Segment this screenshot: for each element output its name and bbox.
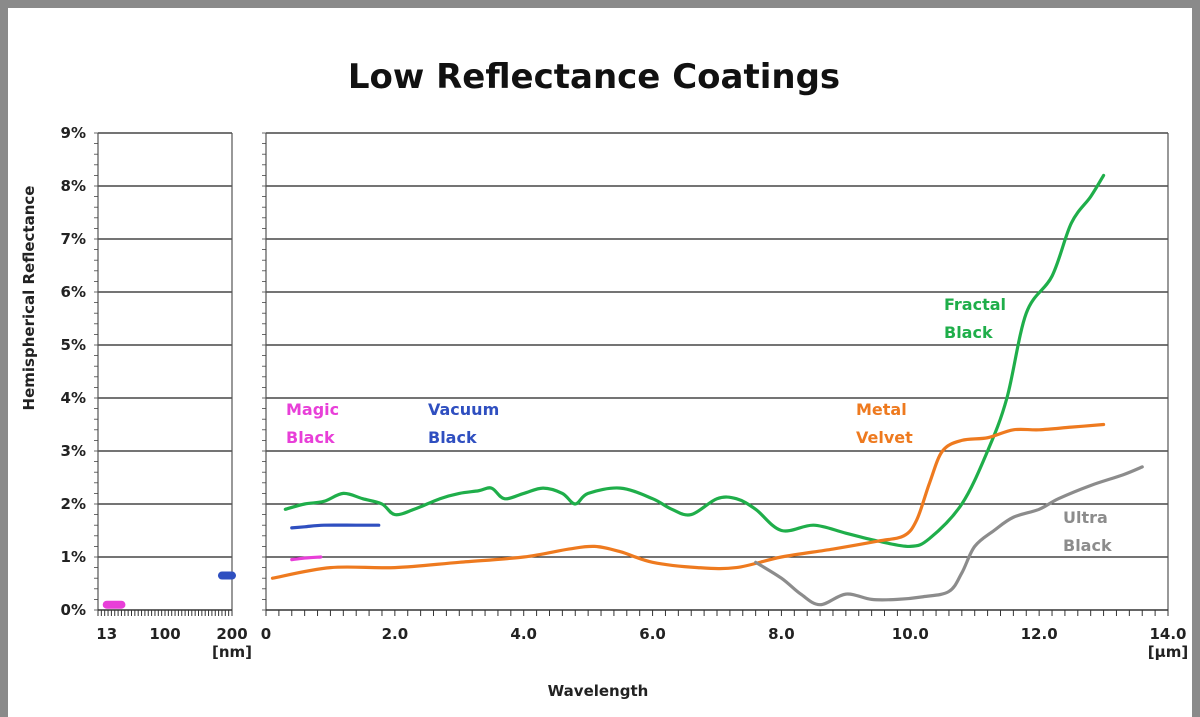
x-tick-label: 10.0 (892, 625, 929, 643)
series-layer (102, 173, 1144, 609)
series-label-vacuum-black: Black (428, 428, 477, 447)
series-label-fractal-black: Black (944, 323, 993, 342)
y-tick-label: 4% (61, 389, 86, 407)
series-line-ultra-black (754, 465, 1144, 607)
x-tick-label: 2.0 (382, 625, 409, 643)
chart-frame: Low Reflectance Coatings Hemispherical R… (8, 8, 1192, 717)
chart-canvas: Low Reflectance Coatings Hemispherical R… (20, 57, 1189, 700)
y-tick-label: 3% (61, 442, 86, 460)
x-unit-label: [nm] (212, 643, 252, 661)
series-label-vacuum-black: Vacuum (428, 400, 499, 419)
series-label-ultra-black: Black (1063, 536, 1112, 555)
series-labels-layer: Magic Black Vacuum Black Fractal Black Metal Ve… (286, 295, 1112, 555)
y-tick-label: 6% (61, 283, 86, 301)
y-tick-label: 7% (61, 230, 86, 248)
x-unit-label: [µm] (1148, 643, 1188, 661)
series-label-magic-black: Black (286, 428, 335, 447)
series-line-magic-black (290, 555, 323, 562)
series-line-fractal-black (283, 173, 1106, 549)
x-tick-label: 14.0 (1149, 625, 1186, 643)
y-tick-label: 2% (61, 495, 86, 513)
x-tick-label: 200 (216, 625, 247, 643)
series-label-metal-velvet: Velvet (856, 428, 913, 447)
x-tick-label: 4.0 (510, 625, 537, 643)
y-axis-label: Hemispherical Reflectance (20, 186, 38, 411)
series-line-vacuum-black (290, 523, 381, 530)
x-tick-label: 12.0 (1021, 625, 1058, 643)
y-tick-label: 8% (61, 177, 86, 195)
grid-layer (98, 132, 1168, 558)
y-tick-label: 0% (61, 601, 86, 619)
series-label-ultra-black: Ultra (1063, 508, 1108, 527)
series-label-fractal-black: Fractal (944, 295, 1006, 314)
axes-layer: 0% 1% 2% 3% 4% 5% 6% 7% 8% 9% 13 100 200[nm] 0 2.0 4.0 6… (61, 124, 1189, 661)
x-axis-label: Wavelength (548, 682, 649, 700)
y-tick-label: 9% (61, 124, 86, 142)
x-tick-label: 8.0 (768, 625, 795, 643)
x-tick-label: 100 (149, 625, 180, 643)
series-label-magic-black: Magic (286, 400, 339, 419)
series-label-metal-velvet: Metal (856, 400, 907, 419)
y-tick-label: 5% (61, 336, 86, 354)
x-tick-label: 6.0 (639, 625, 666, 643)
y-tick-label: 1% (61, 548, 86, 566)
x-tick-label: 13 (96, 625, 117, 643)
series-line-metal-velvet (270, 422, 1106, 580)
x-tick-label: 0 (261, 625, 271, 643)
chart-title: Low Reflectance Coatings (348, 57, 840, 97)
